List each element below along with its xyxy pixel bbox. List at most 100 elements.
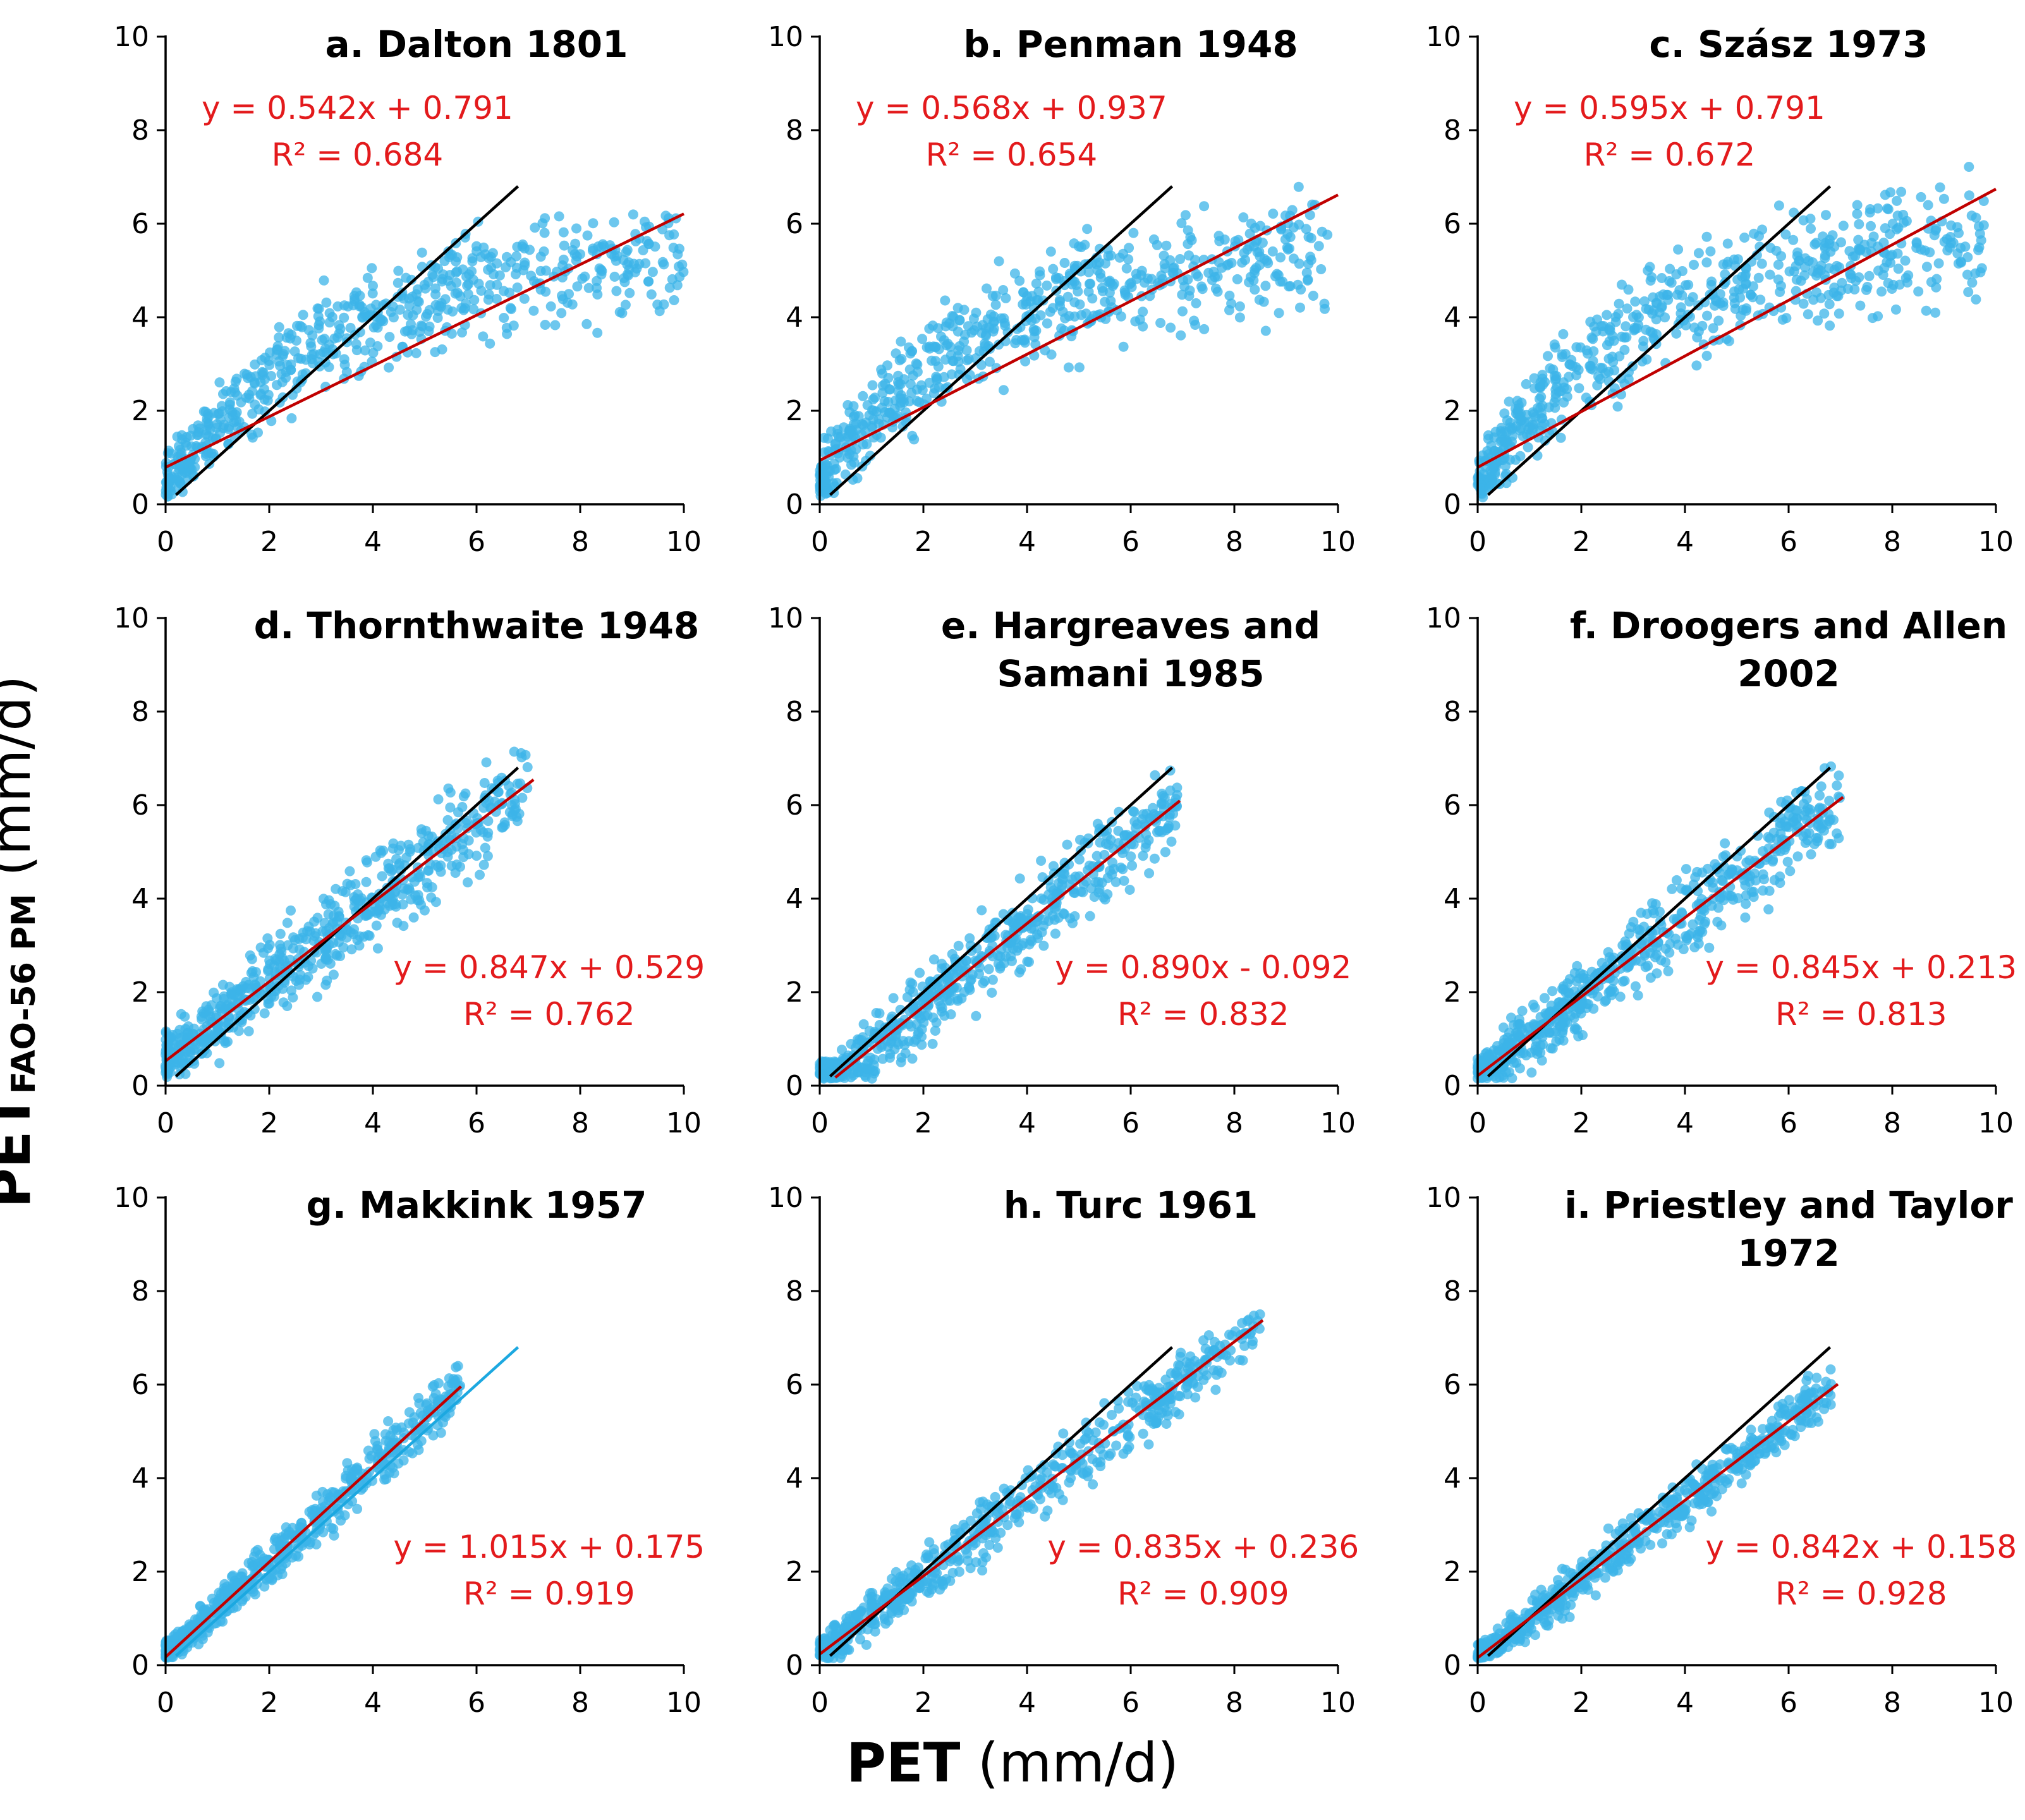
scatter-point — [1763, 904, 1774, 914]
scatter-point — [839, 436, 849, 447]
scatter-point — [921, 342, 932, 353]
scatter-point — [272, 380, 282, 391]
scatter-point — [1720, 269, 1730, 280]
scatter-point — [1832, 260, 1842, 271]
scatter-point — [1097, 282, 1107, 293]
scatter-point — [1806, 849, 1816, 859]
scatter-point — [463, 877, 473, 888]
scatter-point — [1078, 887, 1088, 897]
scatter-point — [1028, 324, 1039, 335]
scatter-point — [1820, 253, 1830, 264]
x-tick-label: 0 — [157, 1107, 174, 1139]
scatter-point — [1656, 955, 1667, 966]
scatter-point — [1883, 204, 1894, 215]
scatter-point — [640, 258, 651, 269]
scatter-point — [219, 991, 229, 1002]
x-tick-label: 6 — [468, 526, 485, 558]
scatter-point — [383, 1416, 394, 1426]
scatter-point — [1176, 218, 1187, 229]
scatter-point — [276, 943, 286, 954]
scatter-point — [262, 933, 273, 943]
scatter-point — [173, 467, 184, 478]
scatter-point — [874, 1008, 885, 1019]
scatter-point — [875, 432, 886, 443]
scatter-point — [1581, 392, 1591, 403]
scatter-point — [1811, 287, 1822, 298]
scatter-point — [1118, 341, 1129, 352]
scatter-point — [1272, 269, 1282, 279]
scatter-point — [580, 271, 590, 282]
scatter-point — [1671, 875, 1682, 885]
scatter-point — [293, 1551, 304, 1562]
panel-title: a. Dalton 1801 — [325, 23, 628, 66]
scatter-point — [481, 757, 492, 768]
scatter-point — [1267, 246, 1278, 257]
scatter-point — [1081, 308, 1092, 319]
scatter-point — [422, 308, 433, 319]
scatter-point — [511, 251, 522, 262]
scatter-point — [518, 265, 529, 276]
scatter-point — [1176, 330, 1186, 341]
scatter-point — [463, 279, 474, 289]
scatter-point — [1505, 422, 1516, 433]
scatter-point — [937, 1003, 947, 1014]
scatter-point — [868, 394, 879, 404]
regression-equation: y = 0.847x + 0.529 — [393, 949, 705, 986]
scatter-point — [491, 294, 502, 304]
scatter-point — [1535, 1047, 1546, 1058]
scatter-point — [987, 291, 998, 301]
scatter-point — [346, 944, 357, 955]
scatter-point — [1562, 978, 1572, 988]
scatter-point — [522, 762, 533, 772]
scatter-point — [430, 897, 441, 907]
scatter-point — [924, 1537, 935, 1548]
y-tick-label: 4 — [1444, 883, 1461, 915]
scatter-point — [282, 1001, 293, 1011]
scatter-point — [269, 1534, 280, 1545]
scatter-point — [1021, 299, 1031, 310]
scatter-point — [1838, 221, 1849, 231]
scatter-point — [1014, 276, 1025, 286]
scatter-point — [1543, 351, 1553, 361]
scatter-point — [311, 1490, 322, 1501]
scatter-point — [285, 333, 296, 344]
scatter-point — [904, 364, 915, 375]
scatter-point — [447, 250, 458, 260]
scatter-point — [237, 1568, 248, 1579]
y-tick-label: 6 — [131, 208, 149, 240]
scatter-point — [567, 299, 578, 310]
scatter-point — [1953, 258, 1964, 269]
scatter-point — [1136, 270, 1146, 281]
scatter-point — [1529, 373, 1540, 384]
regression-line — [834, 799, 1181, 1079]
scatter-point — [1896, 186, 1907, 197]
scatter-point — [256, 355, 267, 365]
scatter-point — [1210, 1385, 1221, 1395]
scatter-point — [953, 940, 964, 951]
regression-equation: y = 0.890x - 0.092 — [1055, 949, 1351, 986]
scatter-point — [907, 430, 918, 441]
scatter-point — [213, 409, 223, 420]
scatter-point — [927, 1038, 938, 1049]
scatter-point — [1866, 221, 1876, 231]
r-squared: R² = 0.762 — [463, 996, 635, 1033]
scatter-point — [234, 1026, 244, 1036]
scatter-point — [1605, 325, 1615, 336]
y-tick-label: 8 — [131, 696, 149, 728]
y-tick-label: 0 — [786, 1070, 803, 1102]
scatter-point — [1630, 981, 1641, 992]
scatter-point — [1592, 380, 1603, 391]
scatter-point — [1740, 912, 1751, 923]
scatter-point — [476, 286, 487, 296]
scatter-point — [1846, 273, 1857, 284]
scatter-point — [334, 320, 344, 331]
scatter-point — [1729, 286, 1739, 297]
scatter-point — [1294, 258, 1304, 269]
scatter-point — [1933, 258, 1944, 269]
scatter-point — [1047, 303, 1058, 313]
scatter-point — [499, 313, 509, 323]
scatter-point — [877, 403, 887, 413]
y-tick-label: 8 — [786, 696, 803, 728]
regression-line — [818, 193, 1339, 462]
scatter-point — [1196, 281, 1207, 292]
